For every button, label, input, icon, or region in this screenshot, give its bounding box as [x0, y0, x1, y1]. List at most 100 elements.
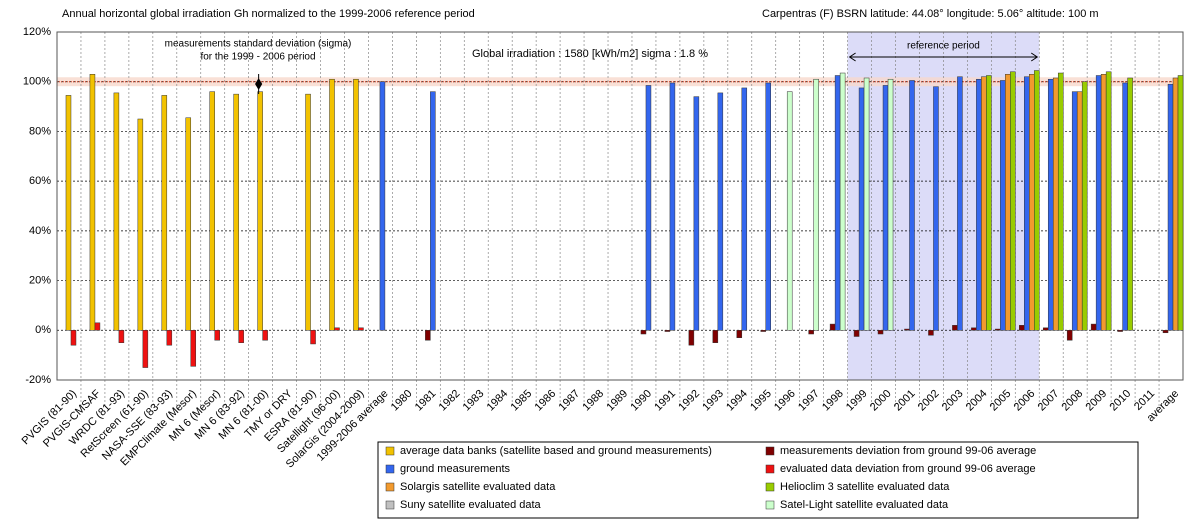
bar [839, 72, 846, 331]
bar [233, 93, 239, 331]
legend: average data banks (satellite based and … [377, 441, 1139, 519]
legend-label: ground measurements [400, 463, 511, 475]
bar [645, 85, 652, 331]
bar [863, 77, 870, 331]
x-tick-label: 2002 [916, 388, 942, 414]
bar [379, 81, 386, 331]
legend-swatch [385, 446, 395, 456]
x-tick-label: 2008 [1060, 388, 1086, 414]
annotation: Global irradiation : 1580 [kWh/m2] sigma… [472, 48, 708, 60]
bar [425, 330, 431, 341]
bar [238, 330, 244, 343]
bar [957, 76, 963, 331]
bar [688, 330, 695, 346]
legend-swatch [765, 446, 775, 456]
x-tick-label: 1996 [772, 388, 798, 414]
y-tick-label: 120% [23, 26, 51, 38]
x-tick-label: 1990 [628, 388, 654, 414]
bar [669, 82, 676, 331]
bar [981, 76, 987, 331]
legend-label: evaluated data deviation from ground 99-… [780, 463, 1036, 475]
bar [736, 330, 743, 338]
bar [113, 92, 120, 331]
x-tick-label: 1993 [700, 388, 726, 414]
bar [89, 74, 96, 331]
bar [808, 330, 814, 335]
y-tick-label: 80% [29, 125, 51, 137]
x-tick-label: 2006 [1012, 388, 1038, 414]
bar [329, 78, 335, 331]
bar [94, 322, 101, 331]
bar [65, 95, 72, 331]
bar [142, 330, 149, 368]
y-tick-label: 100% [23, 76, 51, 88]
bar [829, 323, 836, 331]
x-tick-label: 2005 [988, 388, 1014, 414]
bar [137, 118, 144, 331]
bar [813, 78, 819, 331]
bar [214, 330, 220, 341]
bar [664, 330, 671, 332]
x-tick-label: 1992 [676, 388, 702, 414]
bar [70, 330, 77, 346]
bar [640, 330, 647, 335]
legend-swatch [385, 482, 395, 492]
x-tick-label: 1989 [604, 388, 630, 414]
legend-swatch [385, 500, 395, 510]
x-tick-label: 1988 [580, 388, 606, 414]
bar [904, 328, 910, 331]
bar [786, 91, 793, 331]
bar [1071, 91, 1078, 331]
legend-label: average data banks (satellite based and … [400, 445, 712, 457]
legend-label: Satel-Light satellite evaluated data [780, 499, 949, 511]
bar [353, 78, 359, 331]
bar [1095, 75, 1102, 331]
bar [1127, 77, 1133, 331]
bar [1177, 75, 1184, 331]
bar [853, 330, 860, 337]
bar [1162, 330, 1169, 334]
legend-label: measurements deviation from ground 99-06… [780, 445, 1036, 457]
bar [185, 117, 192, 331]
bar [1019, 325, 1025, 331]
bar [1172, 77, 1179, 331]
reference-period-label: reference period [907, 41, 980, 52]
y-tick-label: 40% [29, 225, 51, 237]
bar [1122, 82, 1128, 331]
legend-box [377, 441, 1139, 519]
annotation: measurements standard deviation (sigma) [165, 39, 352, 50]
y-tick-label: 60% [29, 175, 51, 187]
bar [971, 327, 977, 331]
x-tick-label: 1991 [652, 388, 678, 414]
bar [1081, 81, 1088, 331]
legend-swatch [765, 464, 775, 474]
x-tick-label: 2007 [1036, 388, 1062, 414]
bar [1024, 76, 1030, 331]
bar [1029, 74, 1035, 331]
bar [712, 330, 719, 343]
bar [1010, 71, 1016, 331]
bar [257, 91, 263, 331]
bar [928, 330, 934, 336]
bar [877, 330, 884, 335]
y-tick-label: 20% [29, 274, 51, 286]
bar [986, 75, 992, 331]
bar [717, 92, 724, 331]
x-tick-label: 2001 [892, 388, 918, 414]
bar [310, 330, 316, 345]
bar [1066, 330, 1073, 341]
legend-swatch [385, 464, 395, 474]
bar [887, 78, 894, 331]
bar [1076, 91, 1083, 331]
bar [334, 327, 340, 331]
bar [118, 330, 125, 343]
x-tick-label: 2009 [1084, 388, 1110, 414]
legend-label: Helioclim 3 satellite evaluated data [780, 481, 950, 493]
bar [262, 330, 268, 341]
bar [765, 82, 771, 331]
bar [1005, 74, 1011, 331]
x-tick-label: 1999 [844, 388, 870, 414]
bar [1042, 327, 1049, 331]
x-tick-label: 1995 [748, 388, 774, 414]
